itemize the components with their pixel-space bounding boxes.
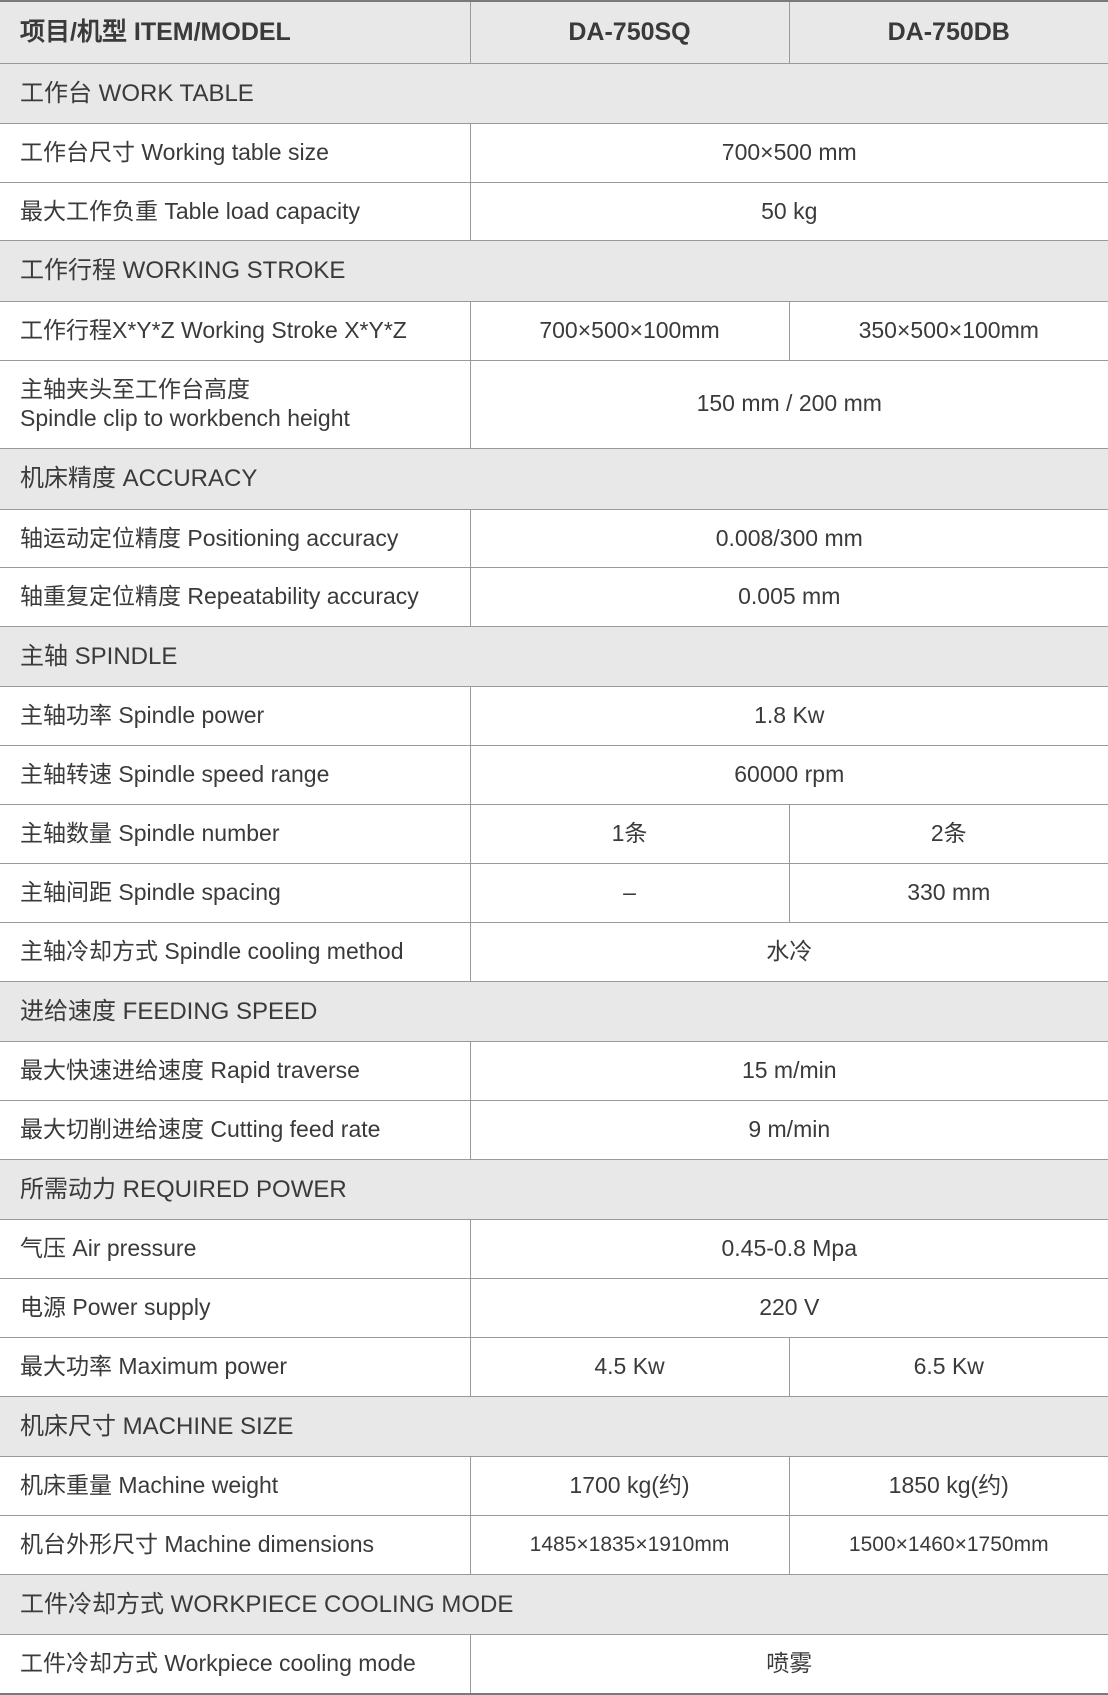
value-1: 1700 kg(约) [470, 1456, 789, 1515]
section-required-power: 所需动力 REQUIRED POWER [0, 1159, 1108, 1219]
value: 220 V [470, 1278, 1108, 1337]
label: 最大功率 Maximum power [0, 1337, 470, 1396]
row-stroke-xyz: 工作行程X*Y*Z Working Stroke X*Y*Z 700×500×1… [0, 301, 1108, 360]
label: 主轴功率 Spindle power [0, 687, 470, 746]
value: 0.008/300 mm [470, 509, 1108, 568]
row-repeatability-accuracy: 轴重复定位精度 Repeatability accuracy 0.005 mm [0, 568, 1108, 627]
label: 主轴夹头至工作台高度 Spindle clip to workbench hei… [0, 360, 470, 449]
header-model-2: DA-750DB [789, 1, 1108, 63]
value: 60000 rpm [470, 746, 1108, 805]
label: 主轴间距 Spindle spacing [0, 864, 470, 923]
row-spindle-spacing: 主轴间距 Spindle spacing – 330 mm [0, 864, 1108, 923]
label: 工件冷却方式 Workpiece cooling mode [0, 1634, 470, 1693]
value-2: 350×500×100mm [789, 301, 1108, 360]
label: 主轴转速 Spindle speed range [0, 746, 470, 805]
row-spindle-power: 主轴功率 Spindle power 1.8 Kw [0, 687, 1108, 746]
row-spindle-speed: 主轴转速 Spindle speed range 60000 rpm [0, 746, 1108, 805]
row-workpiece-cooling: 工件冷却方式 Workpiece cooling mode 喷雾 [0, 1634, 1108, 1693]
value: 0.005 mm [470, 568, 1108, 627]
row-air-pressure: 气压 Air pressure 0.45-0.8 Mpa [0, 1220, 1108, 1279]
label-line-2: Spindle clip to workbench height [20, 405, 350, 431]
label: 机台外形尺寸 Machine dimensions [0, 1515, 470, 1574]
value-1: 4.5 Kw [470, 1337, 789, 1396]
row-positioning-accuracy: 轴运动定位精度 Positioning accuracy 0.008/300 m… [0, 509, 1108, 568]
section-label: 所需动力 REQUIRED POWER [0, 1159, 1108, 1219]
section-spindle: 主轴 SPINDLE [0, 627, 1108, 687]
header-row: 项目/机型 ITEM/MODEL DA-750SQ DA-750DB [0, 1, 1108, 63]
label: 最大工作负重 Table load capacity [0, 182, 470, 241]
row-cutting-feed: 最大切削进给速度 Cutting feed rate 9 m/min [0, 1101, 1108, 1160]
row-spindle-cooling: 主轴冷却方式 Spindle cooling method 水冷 [0, 923, 1108, 982]
value-1: 700×500×100mm [470, 301, 789, 360]
label: 轴运动定位精度 Positioning accuracy [0, 509, 470, 568]
row-load-capacity: 最大工作负重 Table load capacity 50 kg [0, 182, 1108, 241]
label: 电源 Power supply [0, 1278, 470, 1337]
section-label: 机床精度 ACCURACY [0, 449, 1108, 509]
value: 50 kg [470, 182, 1108, 241]
label: 轴重复定位精度 Repeatability accuracy [0, 568, 470, 627]
row-rapid-traverse: 最大快速进给速度 Rapid traverse 15 m/min [0, 1042, 1108, 1101]
value: 15 m/min [470, 1042, 1108, 1101]
section-work-table: 工作台 WORK TABLE [0, 63, 1108, 123]
section-label: 工作台 WORK TABLE [0, 63, 1108, 123]
section-label: 主轴 SPINDLE [0, 627, 1108, 687]
section-accuracy: 机床精度 ACCURACY [0, 449, 1108, 509]
value: 700×500 mm [470, 123, 1108, 182]
spec-table: 项目/机型 ITEM/MODEL DA-750SQ DA-750DB 工作台 W… [0, 0, 1108, 1695]
value-2: 1500×1460×1750mm [789, 1515, 1108, 1574]
value: 喷雾 [470, 1634, 1108, 1693]
header-item-label: 项目/机型 ITEM/MODEL [0, 1, 470, 63]
label: 主轴冷却方式 Spindle cooling method [0, 923, 470, 982]
label: 工作行程X*Y*Z Working Stroke X*Y*Z [0, 301, 470, 360]
row-max-power: 最大功率 Maximum power 4.5 Kw 6.5 Kw [0, 1337, 1108, 1396]
section-label: 工作行程 WORKING STROKE [0, 241, 1108, 301]
section-label: 机床尺寸 MACHINE SIZE [0, 1396, 1108, 1456]
value-2: 1850 kg(约) [789, 1456, 1108, 1515]
section-label: 工件冷却方式 WORKPIECE COOLING MODE [0, 1574, 1108, 1634]
section-machine-size: 机床尺寸 MACHINE SIZE [0, 1396, 1108, 1456]
row-spindle-number: 主轴数量 Spindle number 1条 2条 [0, 805, 1108, 864]
label: 工作台尺寸 Working table size [0, 123, 470, 182]
label-line-1: 主轴夹头至工作台高度 [20, 376, 250, 402]
label: 气压 Air pressure [0, 1220, 470, 1279]
section-cooling-mode: 工件冷却方式 WORKPIECE COOLING MODE [0, 1574, 1108, 1634]
value-1: – [470, 864, 789, 923]
row-table-size: 工作台尺寸 Working table size 700×500 mm [0, 123, 1108, 182]
row-machine-weight: 机床重量 Machine weight 1700 kg(约) 1850 kg(约… [0, 1456, 1108, 1515]
value: 1.8 Kw [470, 687, 1108, 746]
row-machine-dims: 机台外形尺寸 Machine dimensions 1485×1835×1910… [0, 1515, 1108, 1574]
section-working-stroke: 工作行程 WORKING STROKE [0, 241, 1108, 301]
value-1: 1485×1835×1910mm [470, 1515, 789, 1574]
section-feeding-speed: 进给速度 FEEDING SPEED [0, 981, 1108, 1041]
value-2: 330 mm [789, 864, 1108, 923]
value-1: 1条 [470, 805, 789, 864]
section-label: 进给速度 FEEDING SPEED [0, 981, 1108, 1041]
row-power-supply: 电源 Power supply 220 V [0, 1278, 1108, 1337]
value: 0.45-0.8 Mpa [470, 1220, 1108, 1279]
value-2: 2条 [789, 805, 1108, 864]
value: 水冷 [470, 923, 1108, 982]
header-model-1: DA-750SQ [470, 1, 789, 63]
label: 主轴数量 Spindle number [0, 805, 470, 864]
label: 机床重量 Machine weight [0, 1456, 470, 1515]
label: 最大快速进给速度 Rapid traverse [0, 1042, 470, 1101]
value: 150 mm / 200 mm [470, 360, 1108, 449]
label: 最大切削进给速度 Cutting feed rate [0, 1101, 470, 1160]
value: 9 m/min [470, 1101, 1108, 1160]
value-2: 6.5 Kw [789, 1337, 1108, 1396]
row-spindle-height: 主轴夹头至工作台高度 Spindle clip to workbench hei… [0, 360, 1108, 449]
